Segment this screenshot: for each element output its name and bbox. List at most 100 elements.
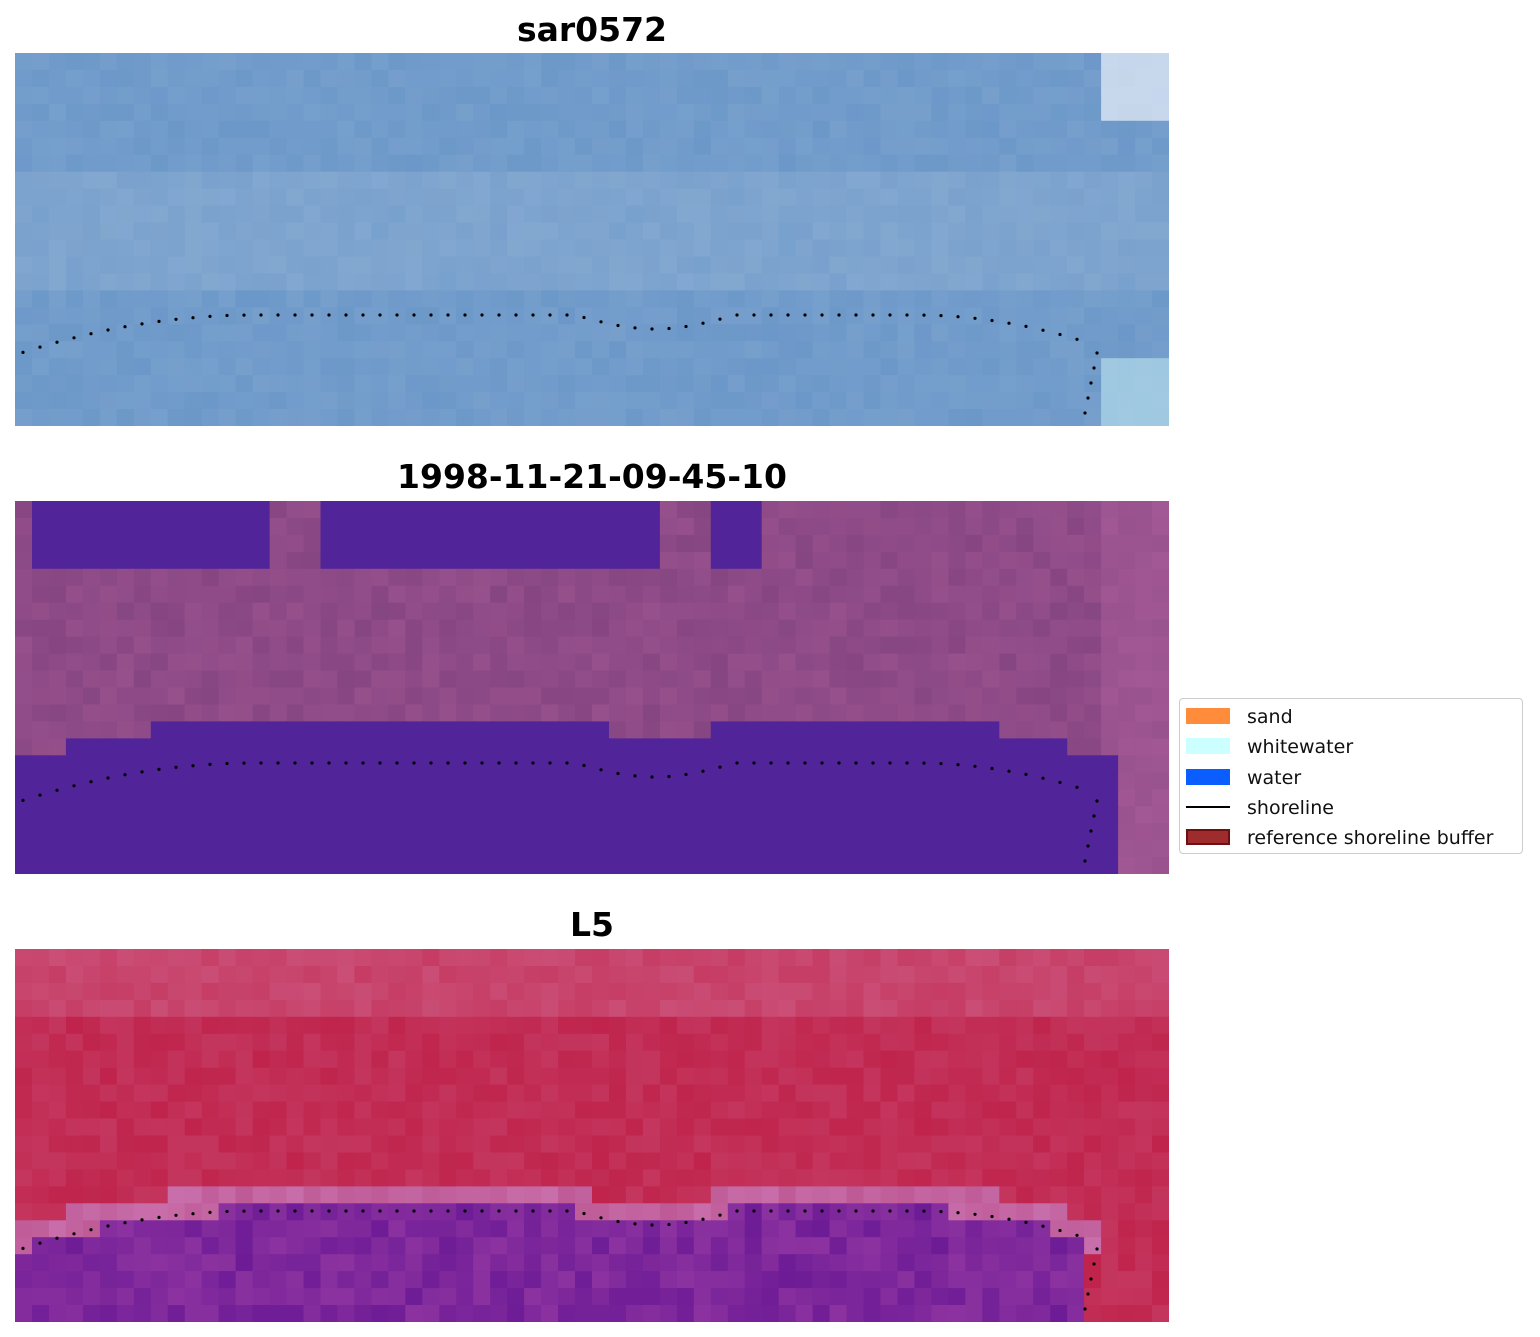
image-pixel <box>1118 949 1136 967</box>
image-pixel <box>286 789 305 807</box>
image-pixel <box>371 358 389 376</box>
image-pixel <box>592 636 610 655</box>
image-pixel <box>592 137 610 156</box>
image-pixel <box>931 358 949 376</box>
image-pixel <box>15 738 33 756</box>
image-pixel <box>473 568 491 587</box>
image-pixel <box>1152 585 1169 604</box>
image-pixel <box>116 392 135 410</box>
image-pixel <box>778 103 797 122</box>
image-pixel <box>592 1135 610 1154</box>
image-pixel <box>184 966 203 984</box>
image-pixel <box>541 551 559 570</box>
image-pixel <box>388 1101 406 1120</box>
image-pixel <box>575 1067 593 1086</box>
image-pixel <box>999 86 1017 105</box>
image-pixel <box>761 840 780 858</box>
image-pixel <box>609 70 627 88</box>
image-pixel <box>65 501 84 519</box>
image-pixel <box>371 120 389 139</box>
image-pixel <box>710 619 729 638</box>
image-pixel <box>676 568 695 587</box>
image-pixel <box>218 120 237 139</box>
image-pixel <box>541 171 559 190</box>
image-pixel <box>1152 1271 1169 1289</box>
image-pixel <box>592 290 610 308</box>
shoreline-dot <box>123 325 127 329</box>
image-pixel <box>982 1203 1000 1221</box>
image-pixel <box>252 1033 271 1052</box>
image-pixel <box>269 738 288 756</box>
image-pixel <box>422 823 440 841</box>
image-pixel <box>744 222 763 241</box>
image-pixel <box>812 534 831 553</box>
image-pixel <box>761 738 780 756</box>
image-pixel <box>812 1152 831 1171</box>
image-pixel <box>829 1050 848 1069</box>
image-pixel <box>320 704 339 723</box>
image-pixel <box>269 341 288 359</box>
image-pixel <box>235 205 254 224</box>
shoreline-dot <box>106 1224 110 1228</box>
image-pixel <box>982 721 1000 739</box>
image-pixel <box>778 1271 797 1289</box>
image-pixel <box>388 501 406 519</box>
image-pixel <box>982 1067 1000 1086</box>
image-pixel <box>727 1305 746 1322</box>
image-pixel <box>65 1288 84 1306</box>
image-pixel <box>252 1016 271 1035</box>
image-pixel <box>507 857 525 874</box>
image-pixel <box>592 86 610 105</box>
image-pixel <box>354 1169 372 1187</box>
image-pixel <box>744 636 763 655</box>
image-pixel <box>65 772 84 790</box>
image-pixel <box>575 239 593 258</box>
panel-title-sensor: L5 <box>570 905 614 944</box>
image-pixel <box>846 103 865 122</box>
image-pixel <box>269 636 288 655</box>
image-pixel <box>1135 840 1153 858</box>
image-pixel <box>795 1067 814 1086</box>
image-pixel <box>150 358 169 376</box>
image-pixel <box>15 966 33 984</box>
image-pixel <box>659 358 678 376</box>
image-pixel <box>1135 307 1153 325</box>
image-pixel <box>592 1101 610 1120</box>
image-pixel <box>15 103 33 122</box>
image-pixel <box>116 755 135 773</box>
image-pixel <box>778 70 797 88</box>
image-pixel <box>32 70 50 88</box>
image-pixel <box>269 1254 288 1272</box>
image-pixel <box>473 1050 491 1069</box>
image-pixel <box>999 1288 1017 1306</box>
image-pixel <box>32 375 50 393</box>
shoreline-dot <box>293 313 297 317</box>
image-pixel <box>693 619 712 638</box>
image-pixel <box>371 239 389 258</box>
image-pixel <box>558 670 576 689</box>
image-pixel <box>303 256 322 275</box>
image-pixel <box>1016 358 1034 376</box>
image-pixel <box>388 222 406 241</box>
image-pixel <box>235 966 254 984</box>
image-pixel <box>524 1237 542 1255</box>
image-pixel <box>286 409 305 426</box>
shoreline-dot <box>21 798 25 802</box>
image-pixel <box>592 392 610 410</box>
image-pixel <box>65 86 84 105</box>
image-pixel <box>99 341 118 359</box>
image-pixel <box>999 738 1017 756</box>
image-pixel <box>354 290 372 308</box>
image-pixel <box>269 518 288 536</box>
image-pixel <box>1084 290 1102 308</box>
image-pixel <box>201 619 220 638</box>
image-pixel <box>405 1152 423 1171</box>
image-pixel <box>1050 602 1068 621</box>
image-pixel <box>99 1084 118 1103</box>
image-pixel <box>982 966 1000 984</box>
image-pixel <box>65 857 84 874</box>
image-pixel <box>727 1152 746 1171</box>
image-pixel <box>354 1118 372 1137</box>
image-pixel <box>32 239 50 258</box>
image-pixel <box>1067 1220 1085 1238</box>
